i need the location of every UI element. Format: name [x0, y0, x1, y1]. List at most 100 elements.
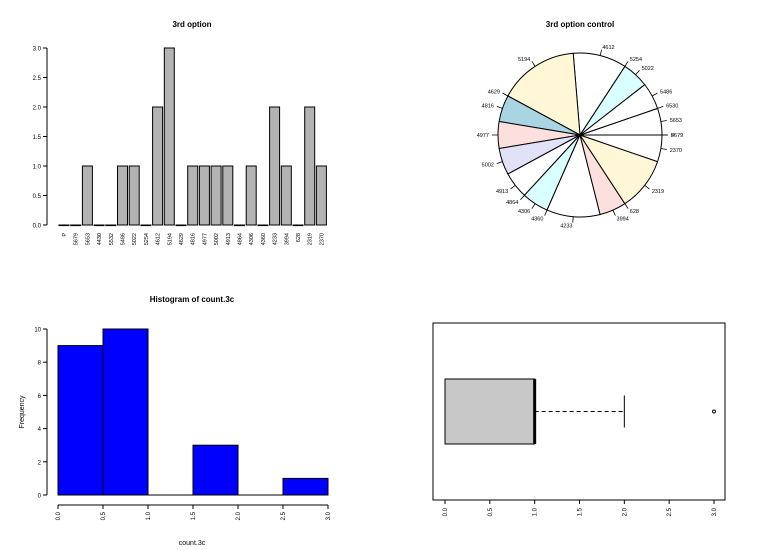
- bar: [70, 224, 82, 227]
- pie-label-leader: [635, 69, 640, 75]
- bar-category-label: 5679: [74, 233, 80, 245]
- pie-slice-label: 5653: [670, 118, 682, 124]
- pie-slice-label: 3994: [617, 216, 629, 222]
- pie-slice-label: 4360: [531, 216, 543, 222]
- histogram-x-tick-label: 1.0: [146, 511, 152, 520]
- pie-slice-label: 4864: [506, 200, 518, 206]
- pie-slice-label: 5194: [518, 57, 530, 63]
- pie-label-leader: [510, 185, 516, 190]
- bar: [117, 165, 128, 226]
- bar-category-label: 4430: [97, 233, 103, 245]
- histogram-x-tick-label: 2.0: [236, 511, 242, 520]
- histogram-bin: [57, 345, 104, 496]
- histogram-y-label: Frequency: [19, 395, 26, 429]
- pie-slice-label: 4629: [488, 90, 500, 96]
- pie-label-leader: [531, 203, 536, 209]
- bar: [257, 224, 269, 227]
- pie-slice-label: 628: [630, 209, 639, 215]
- pie-label-leader: [520, 195, 525, 201]
- bar: [175, 224, 187, 227]
- bar: [105, 224, 117, 227]
- bar: [245, 165, 257, 226]
- pie-slice-label: 5022: [642, 66, 654, 72]
- boxplot-x-tick-label: 3.0: [712, 507, 718, 516]
- bar: [128, 165, 140, 226]
- pie-slice-label: 4612: [602, 45, 614, 51]
- pie-slice-label: 4913: [496, 189, 508, 195]
- histogram-x-tick-label: 0.0: [56, 511, 62, 520]
- bar: [280, 165, 292, 226]
- bar: [269, 106, 281, 226]
- pie-slice-label: 2319: [652, 189, 664, 195]
- pie-label-leader: [531, 61, 536, 67]
- bar: [304, 106, 316, 226]
- pie-slice-label: 5486: [660, 90, 672, 96]
- bar-category-label: 4816: [191, 233, 197, 245]
- pie-label-leader: [612, 209, 616, 216]
- bar-y-tick-label: 1.5: [33, 135, 42, 141]
- boxplot-x-tick-label: 1.0: [533, 507, 539, 516]
- pie-label-leader: [624, 61, 629, 67]
- histogram-x-tick-label: 1.5: [191, 511, 197, 520]
- bar-category-label: 5194: [167, 233, 173, 245]
- boxplot-box: [444, 378, 536, 445]
- bar: [58, 224, 70, 227]
- bar-y-tick-label: 2.5: [33, 76, 42, 82]
- histogram-y-tick-label: 2: [38, 460, 42, 466]
- bar: [234, 224, 245, 227]
- histogram-y-tick-label: 0: [38, 494, 42, 500]
- bar: [315, 165, 327, 226]
- bar-y-tick-label: 2.0: [33, 106, 42, 112]
- bar: [222, 165, 234, 226]
- bar-y-tick-label: 1.0: [33, 165, 42, 171]
- pie-slice-label: 2370: [670, 148, 682, 154]
- pie-slice-label: 4977: [477, 133, 489, 139]
- bar-y-tick-label: 0.5: [33, 194, 42, 200]
- pie-slice: [507, 52, 581, 136]
- bar-category-label: 4864: [238, 233, 244, 245]
- pie-slice-label: 5679: [671, 133, 683, 139]
- pie-label-leader: [496, 106, 503, 109]
- bar-category-label: 5254: [144, 233, 150, 245]
- histogram-y-tick-label: 4: [38, 427, 42, 433]
- bar: [198, 165, 210, 226]
- bar-category-label: 4360: [261, 233, 267, 245]
- histogram-count-3c: Histogram of count.3c count.3c Frequency…: [19, 295, 332, 547]
- boxplot-x-tick-label: 0.0: [443, 507, 449, 516]
- pie-slice-label: P: [671, 133, 675, 139]
- histogram-y-tick-label: 10: [34, 328, 41, 334]
- bar-category-label: 2319: [308, 233, 314, 245]
- bar-category-label: 4913: [226, 233, 232, 245]
- boxplot-x-tick-label: 1.5: [578, 507, 584, 516]
- histogram-x-tick-label: 2.5: [281, 511, 287, 520]
- pie-label-leader: [657, 106, 664, 109]
- bar-category-label: P: [62, 233, 68, 237]
- bar: [292, 224, 304, 227]
- pie-label-leader: [660, 120, 667, 122]
- bar: [93, 224, 105, 227]
- pie-label-leader: [502, 92, 509, 97]
- pie-slice-label: 4816: [482, 103, 494, 109]
- pie-label-leader: [644, 185, 650, 190]
- pie-slice-label: 4306: [518, 209, 530, 215]
- bar-category-label: 5002: [214, 233, 220, 245]
- boxplot-outlier: [712, 409, 716, 414]
- pie-chart-title: 3rd option control: [546, 20, 614, 29]
- bar-category-label: 2370: [319, 233, 325, 245]
- pie-label-leader: [496, 161, 503, 164]
- bar-category-label: 5532: [109, 233, 115, 245]
- histogram-y-tick-label: 8: [38, 361, 42, 367]
- bar: [140, 224, 152, 227]
- histogram-y-tick-label: 6: [38, 394, 42, 400]
- histogram-bin: [282, 477, 329, 496]
- bar-category-label: 4233: [273, 233, 279, 245]
- pie-label-leader: [651, 92, 658, 97]
- histogram-bin: [192, 444, 239, 496]
- pie-slice-label: 5002: [482, 163, 494, 169]
- bar-y-tick-label: 3.0: [33, 47, 42, 53]
- boxplot-x-tick-label: 0.5: [488, 507, 494, 516]
- boxplot-x-tick-label: 2.5: [667, 507, 673, 516]
- pie-label-leader: [624, 203, 629, 209]
- bar-category-label: 4977: [202, 233, 208, 245]
